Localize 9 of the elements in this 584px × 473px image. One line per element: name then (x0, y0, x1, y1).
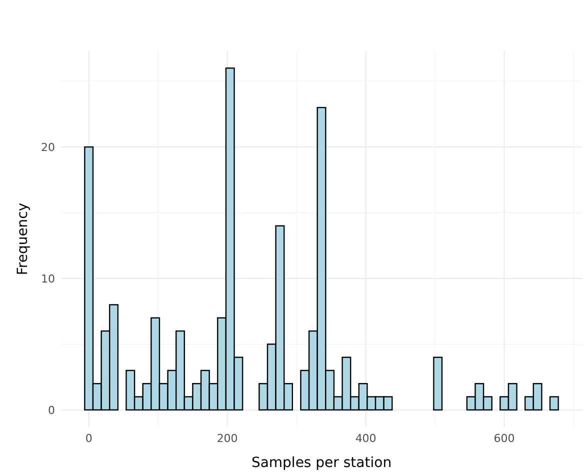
y-tick-label: 20 (41, 140, 55, 154)
x-tick-label: 600 (494, 432, 515, 445)
y-tick-label: 10 (41, 272, 55, 286)
x-axis-title: Samples per station (251, 455, 392, 471)
x-tick-label: 200 (216, 432, 238, 445)
y-tick-label: 0 (48, 404, 55, 417)
x-tick-label: 0 (85, 432, 92, 445)
y-axis-title: Frequency (15, 202, 31, 276)
x-tick-label: 400 (355, 432, 376, 445)
